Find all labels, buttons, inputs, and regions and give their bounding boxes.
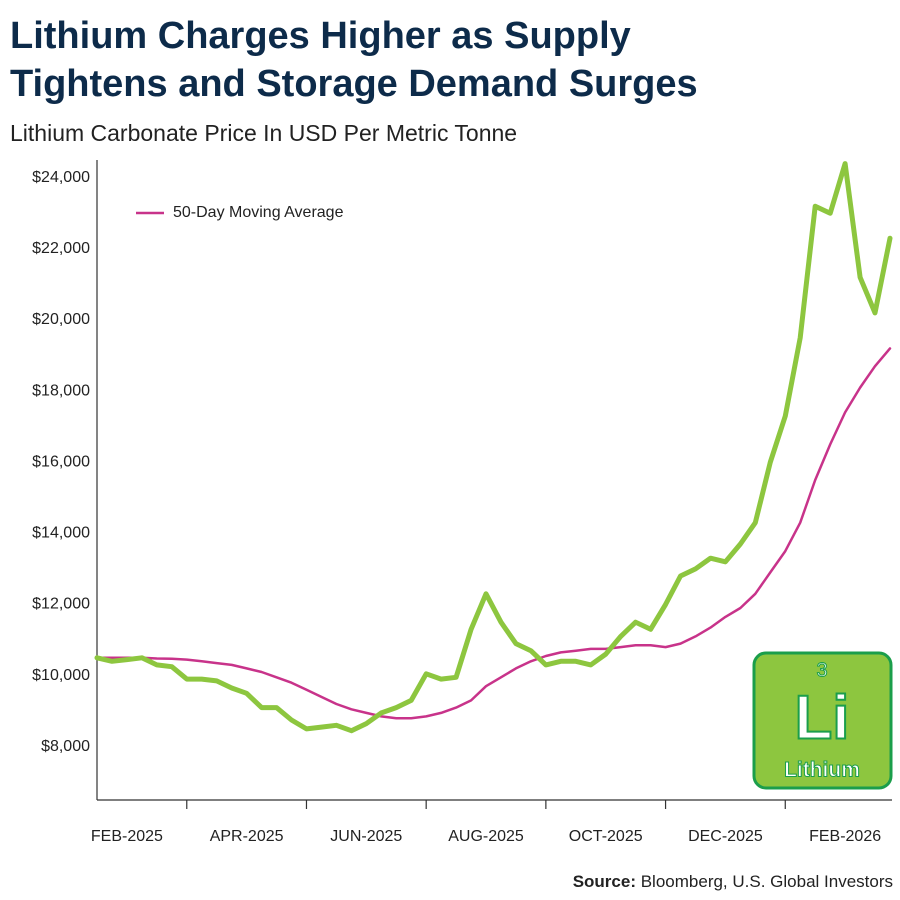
x-tick-label: AUG-2025 bbox=[448, 828, 524, 845]
chart-title-line: Lithium Charges Higher as Supply bbox=[10, 15, 631, 57]
source-text: Bloomberg, U.S. Global Investors bbox=[641, 872, 893, 891]
x-tick-label: JUN-2025 bbox=[330, 828, 402, 845]
logo-name: Lithium bbox=[784, 759, 860, 782]
y-tick-label: $16,000 bbox=[32, 453, 90, 470]
x-tick-label: DEC-2025 bbox=[688, 828, 763, 845]
y-tick-label: $22,000 bbox=[32, 240, 90, 257]
y-tick-label: $10,000 bbox=[32, 667, 90, 684]
logo-box bbox=[752, 651, 893, 790]
logo: 3 Li Lithium bbox=[752, 651, 893, 790]
x-tick-label: APR-2025 bbox=[210, 828, 284, 845]
y-tick-label: $8,000 bbox=[41, 738, 90, 755]
series-line bbox=[94, 161, 893, 734]
y-tick-label: $12,000 bbox=[32, 596, 90, 613]
chart-subtitle: Lithium Carbonate Price In USD Per Metri… bbox=[10, 120, 517, 146]
y-tick-label: $24,000 bbox=[32, 169, 90, 186]
source: Source: Bloomberg, U.S. Global Investors bbox=[573, 872, 893, 891]
y-tick-label: $20,000 bbox=[32, 311, 90, 328]
y-tick-label: $14,000 bbox=[32, 525, 90, 542]
source-label: Source: bbox=[573, 872, 636, 891]
series-line bbox=[95, 347, 892, 720]
logo-symbol: Li bbox=[794, 683, 849, 752]
logo-number: 3 bbox=[816, 659, 827, 681]
x-tick-label: FEB-2026 bbox=[809, 828, 881, 845]
legend-label: 50-Day Moving Average bbox=[173, 204, 344, 221]
x-tick-label: OCT-2025 bbox=[569, 828, 643, 845]
y-tick-label: $18,000 bbox=[32, 382, 90, 399]
x-tick-label: FEB-2025 bbox=[91, 828, 163, 845]
chart-title-line: Tightens and Storage Demand Surges bbox=[10, 63, 698, 105]
